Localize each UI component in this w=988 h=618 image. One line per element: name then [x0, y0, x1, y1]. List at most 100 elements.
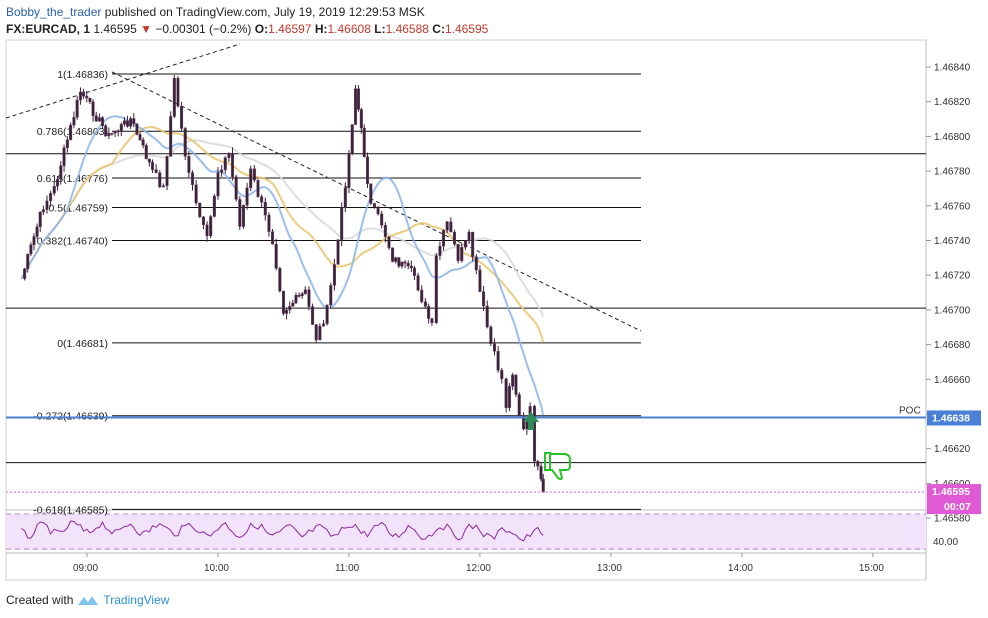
candle-body: [194, 184, 198, 204]
candle-body: [423, 301, 427, 307]
candle-body: [291, 302, 295, 307]
candle-body: [161, 185, 165, 188]
candle-body: [191, 172, 195, 186]
candle-body: [340, 207, 344, 241]
candle-body: [372, 203, 376, 208]
x-tick-label: 14:00: [728, 563, 753, 574]
candle-body: [406, 262, 410, 267]
rsi-line: [21, 520, 544, 542]
candle-body: [285, 309, 289, 314]
fib-level-label: 0.786(1.46803): [37, 126, 108, 138]
candle-body: [169, 116, 173, 157]
candle-body: [256, 179, 260, 197]
candle-body: [533, 406, 537, 462]
candle-body: [227, 152, 231, 158]
ohlc-legend: FX:EURCAD, 1 1.46595 ▼ −0.00301 (−0.2%) …: [6, 22, 488, 36]
poc-price-badge: [927, 410, 981, 426]
candle-body: [522, 415, 526, 430]
candle-body: [187, 156, 191, 173]
candle-body: [434, 255, 438, 323]
candle-body: [350, 124, 354, 154]
candle-body: [416, 275, 420, 291]
candle-body: [107, 133, 111, 137]
candle-body: [311, 306, 315, 325]
candle-body: [220, 169, 224, 173]
candle-body: [274, 243, 278, 269]
candle-body: [427, 306, 431, 319]
candle-body: [129, 118, 133, 127]
last-price: 1.46595: [93, 22, 137, 36]
candle-body: [325, 304, 329, 324]
fib-level-label: 0.382(1.46740): [37, 236, 108, 248]
candle-body: [281, 290, 285, 314]
candle-body: [485, 305, 489, 328]
candle-body: [135, 123, 139, 135]
candle-body: [45, 200, 49, 210]
moving-average-blue: [20, 115, 545, 416]
candle-body: [343, 187, 347, 208]
candle-body: [263, 201, 267, 216]
candle-body: [467, 231, 471, 241]
open-value: 1.46597: [268, 22, 312, 36]
y-tick-label: 1.46620: [934, 444, 971, 455]
candle-body: [119, 124, 123, 131]
candle-body: [394, 257, 398, 262]
trendline-down: [111, 71, 642, 332]
candle-body: [38, 211, 42, 227]
candle-body: [56, 178, 60, 187]
candle-body: [504, 378, 508, 408]
candle-body: [252, 168, 256, 181]
x-tick-label: 12:00: [466, 563, 491, 574]
candle-body: [75, 99, 79, 118]
candle-body: [97, 117, 101, 122]
candle-body: [517, 394, 521, 416]
candle-body: [147, 158, 151, 163]
candle-body: [314, 324, 318, 341]
candle-body: [397, 257, 401, 267]
open-label: O:: [254, 22, 269, 36]
candle-body: [460, 247, 464, 261]
candle-body: [62, 147, 66, 166]
candle-body: [514, 374, 518, 395]
x-tick-label: 09:00: [73, 563, 98, 574]
candle-body: [452, 231, 456, 245]
published-text: published on TradingView.com, July 19, 2…: [104, 5, 425, 19]
candle-body: [85, 95, 89, 99]
candle-body: [362, 127, 366, 157]
candle-body: [387, 236, 391, 249]
thumbs-down-icon: [544, 452, 571, 480]
candle-body: [116, 130, 120, 133]
candle-body: [359, 109, 363, 129]
candle-body: [511, 374, 515, 387]
y-tick-label: 1.46820: [934, 97, 971, 108]
author-link[interactable]: Bobby_the_trader: [6, 5, 102, 19]
candle-body: [442, 230, 446, 247]
tradingview-brand-link[interactable]: TradingView: [103, 593, 170, 607]
candle-body: [456, 244, 460, 261]
candle-body: [52, 186, 56, 194]
rsi-level-label: 40.00: [933, 537, 958, 548]
candle-body: [65, 139, 69, 148]
close-value: 1.46595: [444, 22, 489, 36]
y-tick-label: 1.46580: [934, 514, 971, 525]
last-price-badge: [927, 484, 981, 515]
candle-body: [29, 244, 33, 255]
candle-body: [72, 117, 76, 126]
candle-body: [380, 213, 384, 226]
candle-body: [82, 91, 86, 97]
candle-body: [78, 91, 82, 101]
poc-label: POC: [899, 405, 921, 416]
candle-body: [104, 125, 108, 137]
candle-body: [474, 256, 478, 271]
candle-body: [383, 225, 387, 237]
candle-body: [369, 183, 373, 204]
candle-body: [126, 120, 130, 127]
arrow-up-icon: [523, 412, 539, 430]
poc-price-value: 1.46638: [932, 412, 970, 424]
candle-body: [267, 214, 271, 232]
y-tick-label: 1.46700: [934, 305, 971, 316]
candle-body: [539, 466, 543, 480]
low-label: L:: [374, 22, 386, 36]
candle-body: [94, 115, 98, 122]
